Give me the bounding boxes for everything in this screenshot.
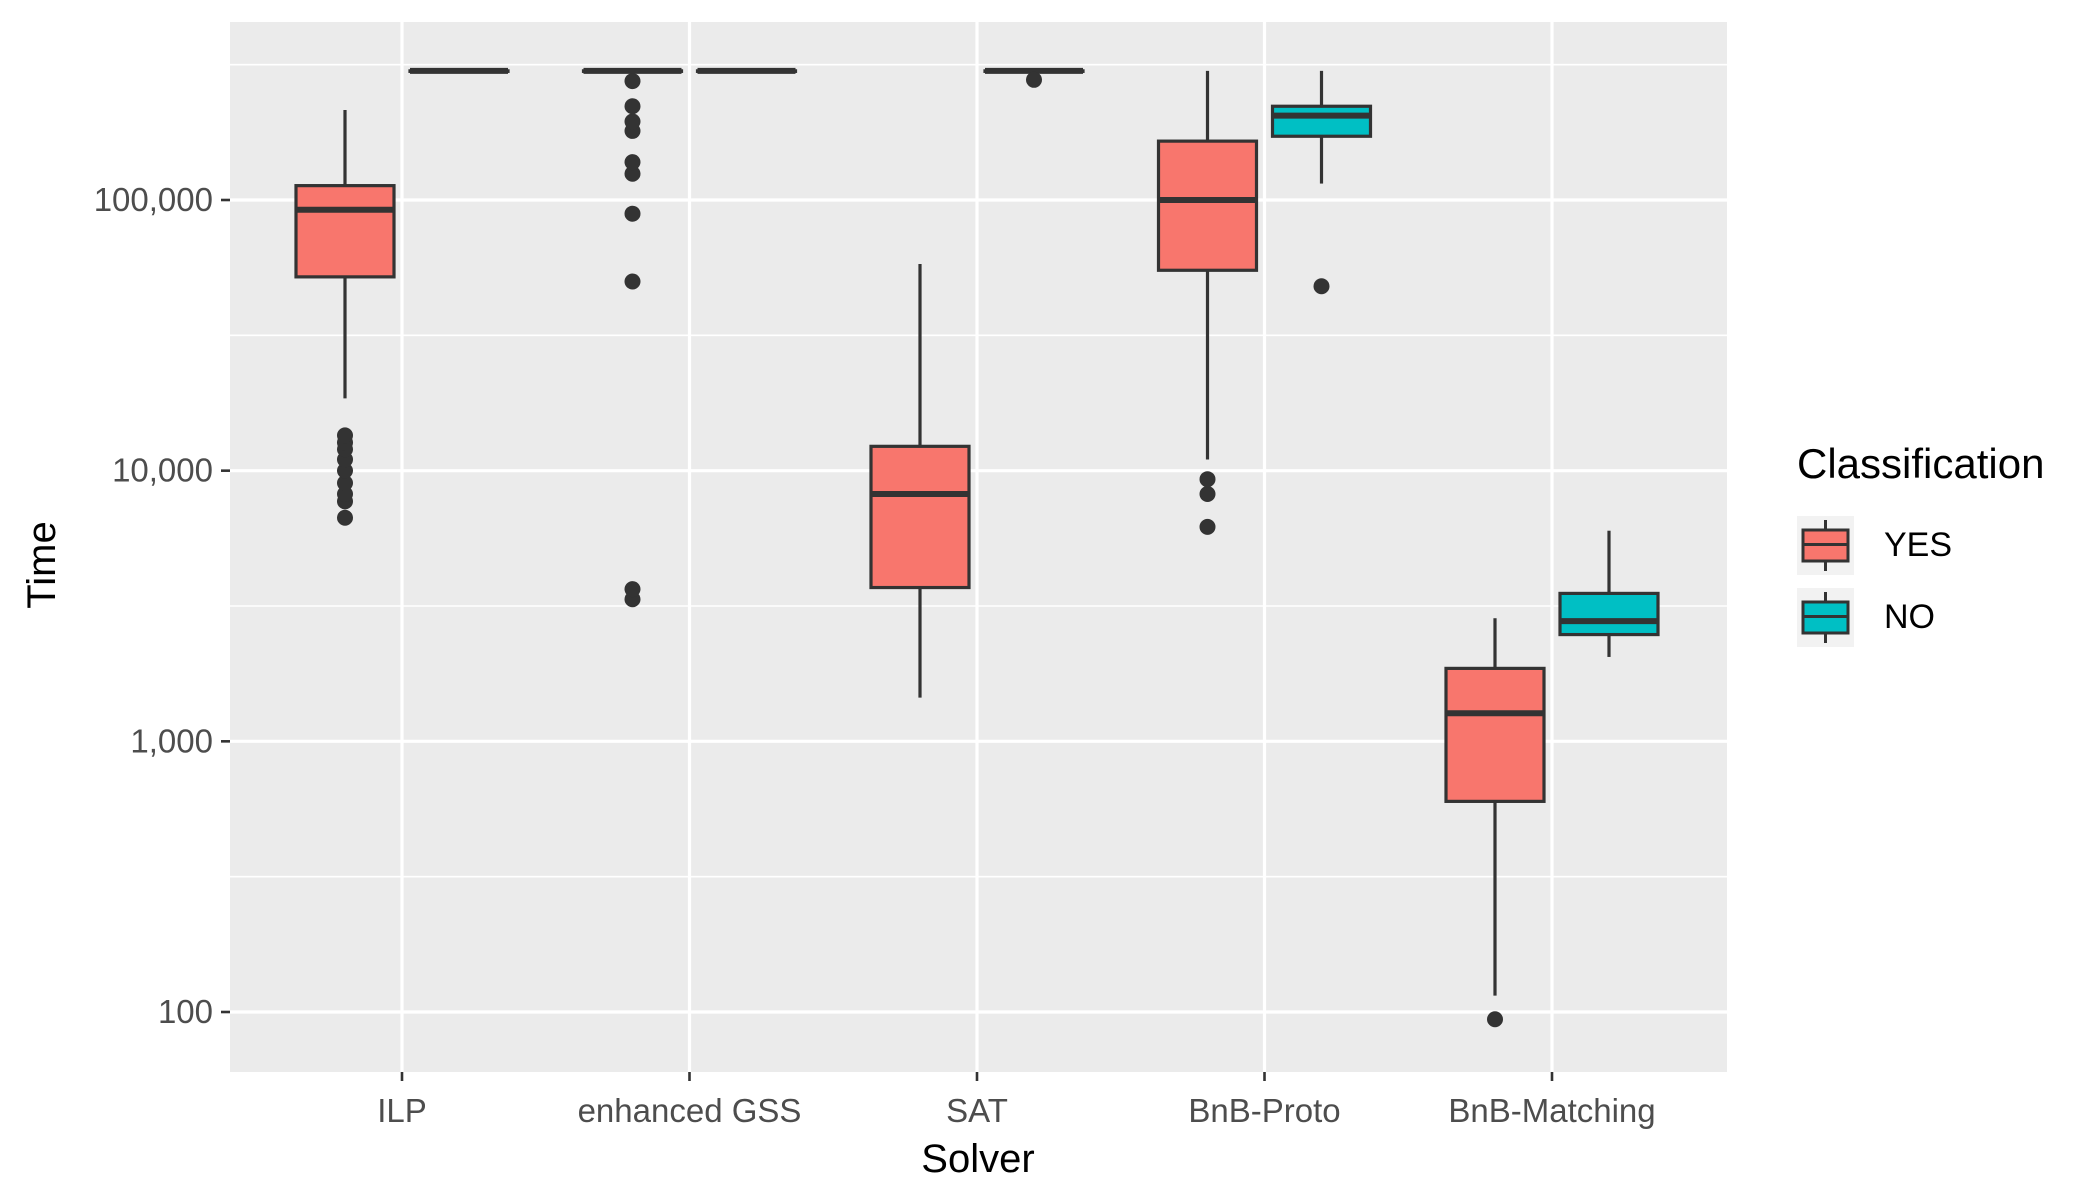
- y-axis-title: Time: [20, 521, 64, 608]
- outlier-point: [1026, 71, 1042, 88]
- outlier-point: [624, 581, 641, 598]
- grid-major: [230, 22, 1727, 1072]
- outlier-point: [624, 165, 641, 182]
- boxplot-yes: [1444, 618, 1546, 1028]
- y-tick-label: 1,000: [130, 722, 213, 759]
- boxplots: [294, 67, 1660, 1028]
- boxplot-no: [983, 67, 1085, 88]
- box: [1270, 104, 1373, 138]
- boxplot-no: [695, 67, 798, 74]
- outlier-point: [624, 113, 641, 130]
- box: [1444, 666, 1546, 803]
- outlier-point: [624, 273, 641, 290]
- boxplot-yes: [581, 67, 684, 608]
- legend-label: YES: [1884, 526, 1952, 564]
- boxplot-yes: [869, 264, 971, 698]
- boxplot-no: [1270, 70, 1373, 295]
- box: [1156, 139, 1259, 272]
- box: [1558, 591, 1660, 637]
- outlier-point: [624, 73, 641, 90]
- x-tick-label: SAT: [946, 1092, 1008, 1129]
- x-tick-label: enhanced GSS: [578, 1092, 802, 1129]
- outlier-point: [1487, 1011, 1503, 1028]
- outlier-point: [337, 475, 353, 492]
- boxplot-yes: [294, 110, 396, 526]
- outlier-point: [337, 485, 353, 502]
- outlier-point: [1313, 278, 1330, 295]
- x-axis-title: Solver: [921, 1137, 1034, 1181]
- y-tick-label: 10,000: [112, 452, 213, 489]
- outlier-point: [1199, 471, 1216, 488]
- x-tick-label: BnB-Matching: [1448, 1092, 1655, 1129]
- legend-label: NO: [1884, 598, 1935, 636]
- x-axis: ILP enhanced GSS SAT BnB-Proto BnB-Matching: [377, 1072, 1656, 1129]
- legend-title: Classification: [1797, 440, 2044, 487]
- outlier-point: [1199, 485, 1216, 502]
- boxplot-yes: [1156, 70, 1259, 535]
- box: [869, 444, 971, 590]
- outlier-point: [337, 427, 353, 444]
- outlier-point: [624, 98, 641, 115]
- outlier-point: [624, 205, 641, 222]
- boxplot-no: [1558, 530, 1660, 657]
- x-tick-label: ILP: [377, 1092, 427, 1129]
- outlier-point: [337, 509, 353, 526]
- y-tick-label: 100: [158, 993, 213, 1030]
- y-axis: 100 1,000 10,000 100,000: [94, 181, 230, 1030]
- outlier-point: [1199, 518, 1216, 535]
- y-tick-label: 100,000: [94, 181, 213, 218]
- legend: Classification YES NO: [1797, 440, 2044, 647]
- x-tick-label: BnB-Proto: [1188, 1092, 1340, 1129]
- outlier-point: [624, 154, 641, 171]
- box: [294, 184, 396, 279]
- outlier-point: [337, 462, 353, 479]
- boxplot-no: [408, 67, 510, 74]
